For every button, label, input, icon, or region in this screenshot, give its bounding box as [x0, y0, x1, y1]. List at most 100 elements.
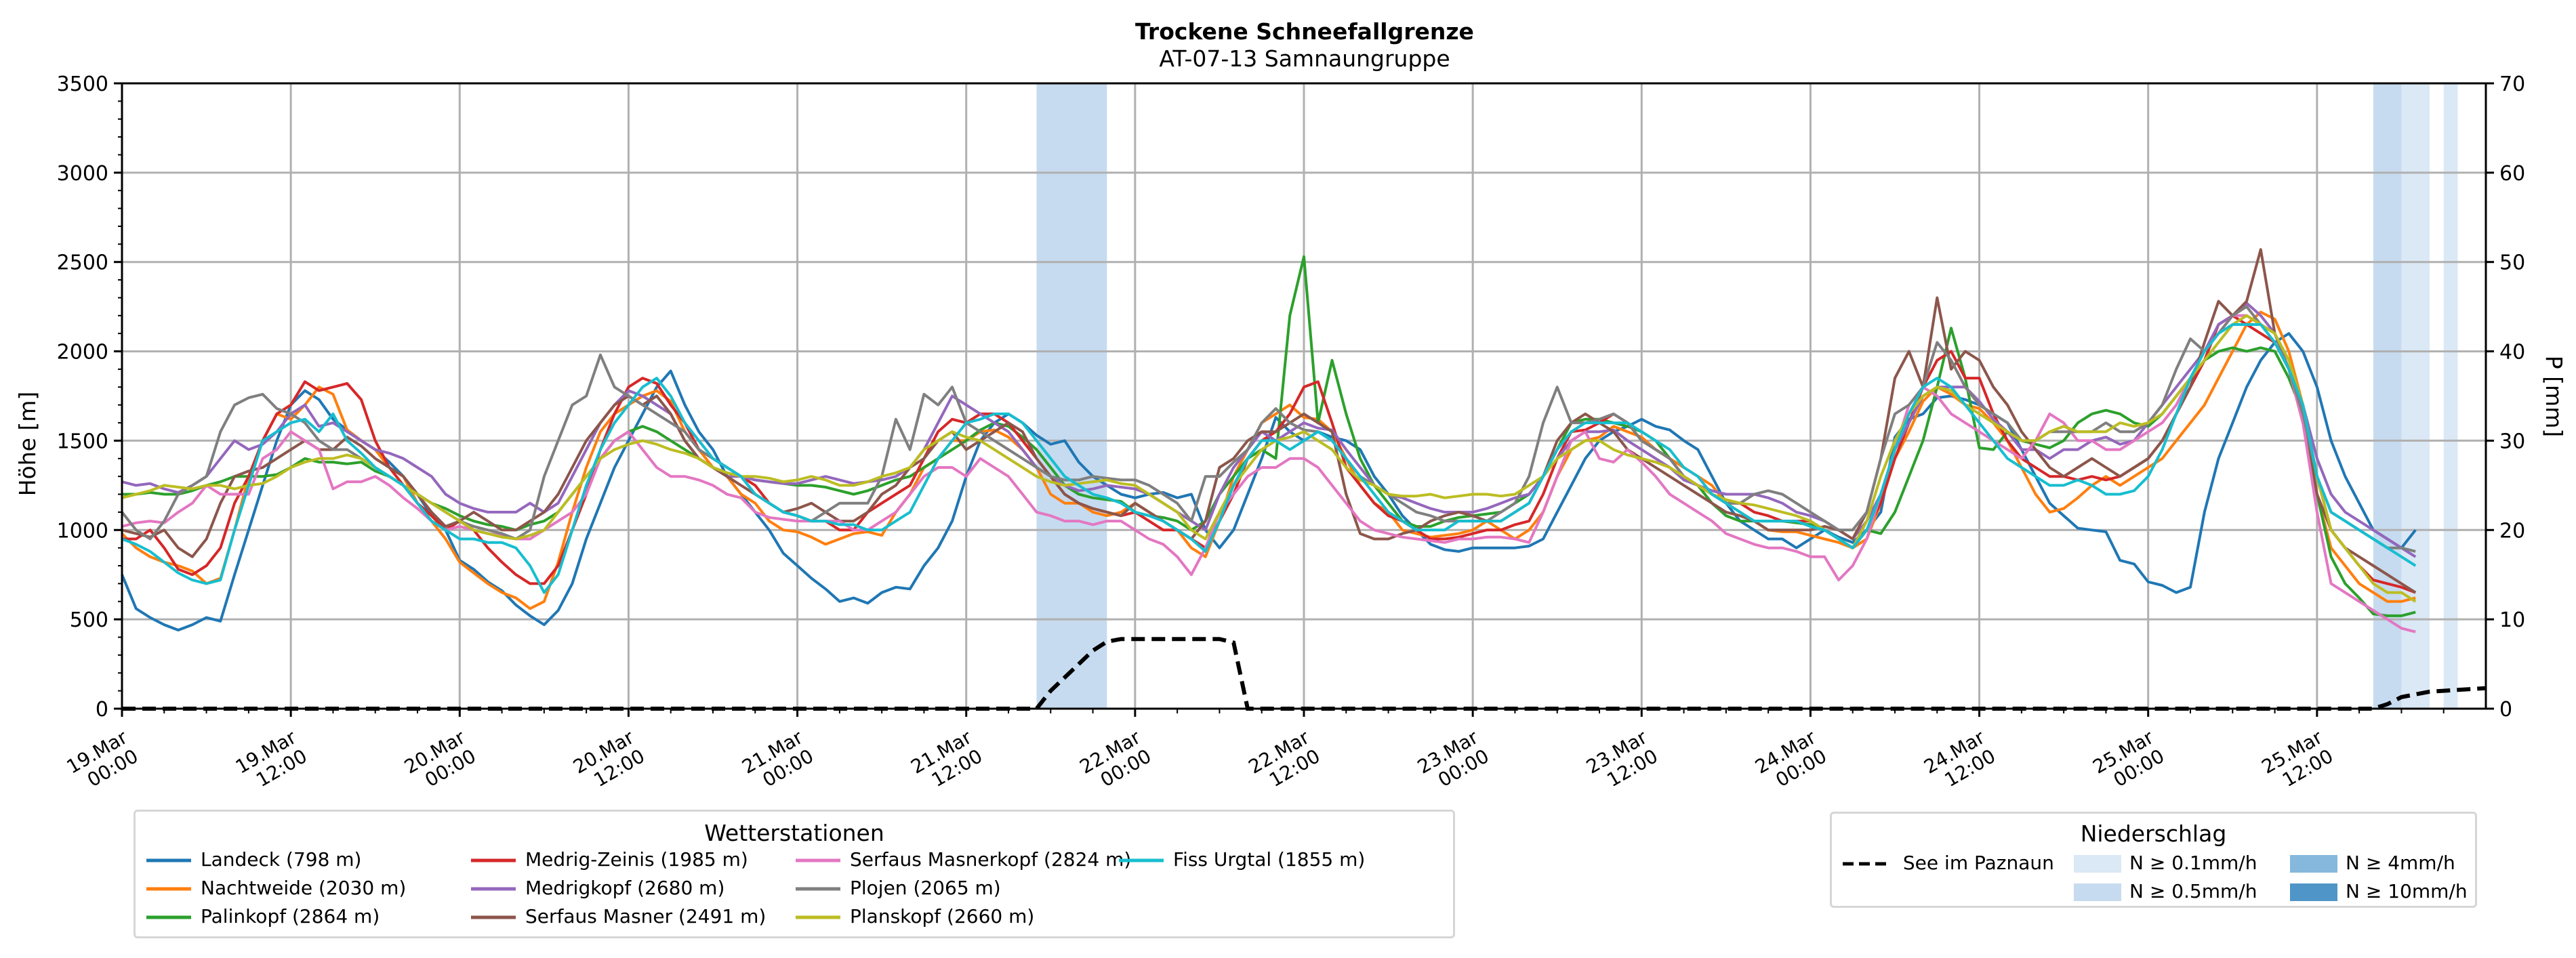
legend-swatch: [2074, 855, 2121, 873]
y2-tick-label: 30: [2499, 430, 2525, 453]
legend-label: Palinkopf (2864 m): [201, 905, 380, 928]
legend-see-im-paznaun-label: See im Paznaun: [1902, 852, 2054, 874]
legend-entry-precip-class: N ≥ 0.1mm/h: [2074, 853, 2257, 873]
legend-swatch: [471, 858, 516, 862]
legend-label: Plojen (2065 m): [850, 877, 1001, 899]
station-series: [121, 248, 2417, 633]
legend-entry-precip-class: N ≥ 4mm/h: [2290, 853, 2455, 873]
x-tick-label: 24.Mar12:00: [1920, 726, 1999, 797]
legend-entry-station: Medrig-Zeinis (1985 m): [470, 850, 748, 871]
legend-swatch: [471, 887, 516, 891]
y2-tick-label: 50: [2499, 251, 2525, 275]
legend-entry-station: Fiss Urgtal (1855 m): [1118, 850, 1365, 871]
legend-label: Fiss Urgtal (1855 m): [1173, 848, 1366, 871]
legend-label: Nachtweide (2030 m): [201, 877, 407, 899]
y-tick-label: 500: [70, 608, 108, 632]
legend-entry-station: Serfaus Masnerkopf (2824 m): [794, 850, 1131, 871]
y-tick-label: 0: [96, 698, 108, 722]
legend-label: Serfaus Masner (2491 m): [525, 905, 766, 928]
y2-axis-label: P [mm]: [2541, 356, 2567, 437]
legend-swatch: [2074, 883, 2121, 901]
precipitation-band: [1036, 83, 1107, 709]
legend-label: Landeck (798 m): [201, 848, 362, 871]
legend-niederschlag: Niederschlag See im Paznaun N ≥ 0.1mm/h N…: [1830, 812, 2477, 908]
x-tick-label: 25.Mar12:00: [2258, 726, 2337, 797]
series-line: [121, 314, 2416, 633]
y-tick-label: 2000: [57, 341, 108, 365]
legend-entry-precip-class: N ≥ 0.5mm/h: [2074, 881, 2257, 902]
legend-entry-station: Planskopf (2660 m): [794, 907, 1034, 928]
x-tick-label: 22.Mar12:00: [1245, 726, 1324, 797]
x-tick-label: 22.Mar00:00: [1076, 726, 1156, 797]
legend-label: N ≥ 0.5mm/h: [2129, 880, 2257, 902]
legend-swatch: [2290, 883, 2337, 901]
precipitation-band: [2373, 83, 2402, 709]
legend-wetterstationen-title: Wetterstationen: [704, 820, 884, 846]
legend-entry-station: Landeck (798 m): [145, 850, 361, 871]
x-tick-label: 21.Mar00:00: [738, 726, 817, 797]
x-tick-label: 23.Mar12:00: [1582, 726, 1662, 797]
y2-tick-label: 40: [2499, 341, 2525, 365]
legend-entry-station: Plojen (2065 m): [794, 878, 1001, 899]
series-line: [121, 301, 2417, 558]
legend-swatch: [1119, 858, 1164, 862]
legend-label: Planskopf (2660 m): [850, 905, 1035, 928]
precipitation-bands: [1036, 83, 2458, 709]
y2-tick-label: 60: [2499, 162, 2525, 186]
axes: 0 500 1000 1500 2000 2500 3000 3500 0 10 20 30 40 50 6…: [57, 72, 2526, 797]
legend-swatch: [796, 858, 840, 862]
precipitation-series: [122, 637, 2487, 711]
legend-entry-station: Medrigkopf (2680 m): [470, 878, 724, 899]
x-tick-label: 19.Mar00:00: [63, 726, 142, 797]
series-line: [121, 248, 2417, 594]
legend-label: Medrig-Zeinis (1985 m): [525, 848, 748, 871]
y-tick-label: 3500: [57, 72, 108, 96]
legend-wetterstationen: Wetterstationen Landeck (798 m) Nachtweid…: [134, 810, 1455, 938]
series-line: [121, 310, 2416, 610]
x-tick-label: 25.Mar00:00: [2089, 726, 2168, 797]
x-tick-label: 23.Mar00:00: [1414, 726, 1493, 797]
legend-entry-station: Nachtweide (2030 m): [145, 878, 406, 899]
legend-swatch: [146, 915, 191, 919]
y-tick-label: 1000: [57, 519, 108, 543]
series-line: [121, 314, 2417, 603]
x-tick-label: 19.Mar12:00: [232, 726, 311, 797]
y-tick-label: 1500: [57, 430, 108, 453]
legend-entry-station: Palinkopf (2864 m): [145, 907, 380, 928]
chart-subtitle: AT-07-13 Samnaungruppe: [1159, 45, 1450, 72]
x-tick-label: 21.Mar12:00: [907, 726, 986, 797]
y2-tick-label: 70: [2499, 72, 2525, 96]
y2-tick-label: 0: [2499, 698, 2512, 722]
y-tick-label: 3000: [57, 162, 108, 186]
legend-swatch: [146, 887, 191, 891]
y-axis-label: Höhe [m]: [14, 392, 41, 497]
legend-entry-precip-class: N ≥ 10mm/h: [2290, 881, 2468, 902]
series-line: [121, 323, 2417, 594]
legend-dashed-line-marker: [1843, 862, 1887, 866]
legend-swatch: [796, 915, 840, 919]
x-tick-label: 20.Mar12:00: [569, 726, 649, 797]
legend-niederschlag-title: Niederschlag: [2080, 820, 2227, 847]
y-tick-label: 2500: [57, 251, 108, 275]
legend-swatch: [146, 858, 191, 862]
legend-label: Medrigkopf (2680 m): [525, 877, 725, 899]
y2-tick-label: 10: [2499, 608, 2525, 632]
legend-swatch: [796, 887, 840, 891]
legend-label: N ≥ 4mm/h: [2346, 852, 2455, 874]
precipitation-line: [122, 637, 2487, 711]
x-tick-label: 20.Mar00:00: [401, 726, 480, 797]
legend-label: Serfaus Masnerkopf (2824 m): [850, 848, 1132, 871]
grid-lines: [121, 82, 2486, 710]
legend-swatch: [471, 915, 516, 919]
chart-title: Trockene Schneefallgrenze: [1135, 18, 1474, 45]
legend-swatch: [2290, 855, 2337, 873]
y2-tick-label: 20: [2499, 519, 2525, 543]
legend-label: N ≥ 10mm/h: [2346, 880, 2468, 902]
x-tick-label: 24.Mar00:00: [1751, 726, 1831, 797]
legend-entry-station: Serfaus Masner (2491 m): [470, 907, 766, 928]
legend-see-im-paznaun: See im Paznaun: [1841, 853, 2054, 874]
precipitation-band: [2401, 83, 2430, 709]
precipitation-band: [2443, 83, 2458, 709]
legend-label: N ≥ 0.1mm/h: [2129, 852, 2257, 874]
